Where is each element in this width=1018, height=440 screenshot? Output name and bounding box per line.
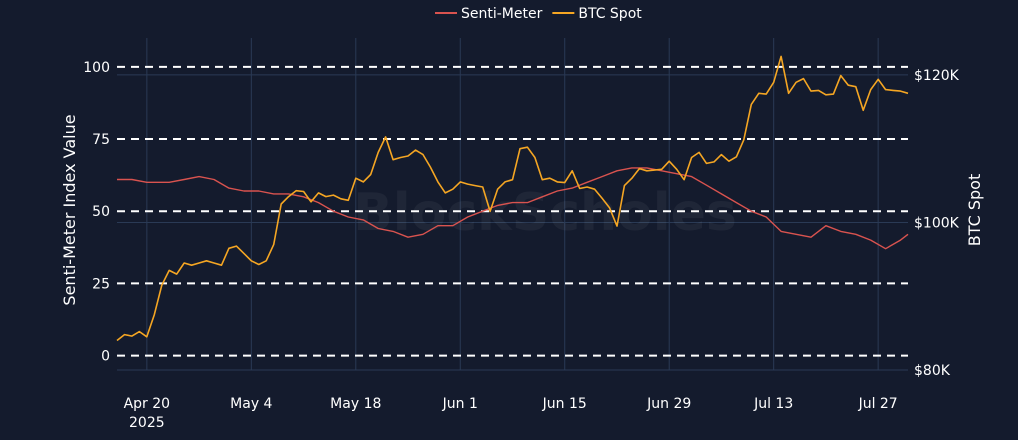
x-tick-label: May 4 [230, 396, 272, 412]
x-tick-label: Jun 1 [442, 396, 478, 412]
watermark: BlockScholes [353, 183, 737, 243]
y-right-tick-label: $120K [914, 68, 960, 84]
legend-label: Senti-Meter [461, 6, 543, 22]
y-left-tick-label: 0 [101, 349, 110, 365]
legend: Senti-Meter BTC Spot [435, 6, 642, 22]
y-right-tick-label: $100K [914, 215, 960, 231]
series-line [117, 167, 909, 250]
x-tick-label: Jul 13 [753, 396, 793, 412]
x-tick-label: Apr 20 [124, 396, 170, 412]
x-tick-label: Jun 15 [542, 396, 587, 412]
x-tick-label: May 18 [330, 396, 381, 412]
y-left-tick-label: 25 [92, 276, 110, 292]
grid [117, 38, 908, 371]
y-axis-left-title: Senti-Meter Index Value [60, 114, 79, 305]
x-tick-label: Jul 27 [858, 396, 898, 412]
y-left-tick-label: 75 [92, 132, 110, 148]
reference-lines [117, 65, 908, 357]
y-right-tick-label: $80K [914, 363, 951, 379]
x-tick-year: 2025 [129, 415, 165, 431]
y-left-tick-label: 50 [92, 204, 110, 220]
series-layer [116, 55, 909, 342]
legend-label: BTC Spot [578, 6, 642, 22]
x-tick-label: Jun 29 [646, 396, 691, 412]
axis-ticks: Apr 20 2025 May 4 May 18 Jun 1 Jun 15 Jun 29 Ju… [83, 60, 959, 431]
y-left-tick-label: 100 [83, 60, 110, 76]
series-line [116, 55, 909, 342]
y-axis-right-title: BTC Spot [965, 174, 984, 246]
